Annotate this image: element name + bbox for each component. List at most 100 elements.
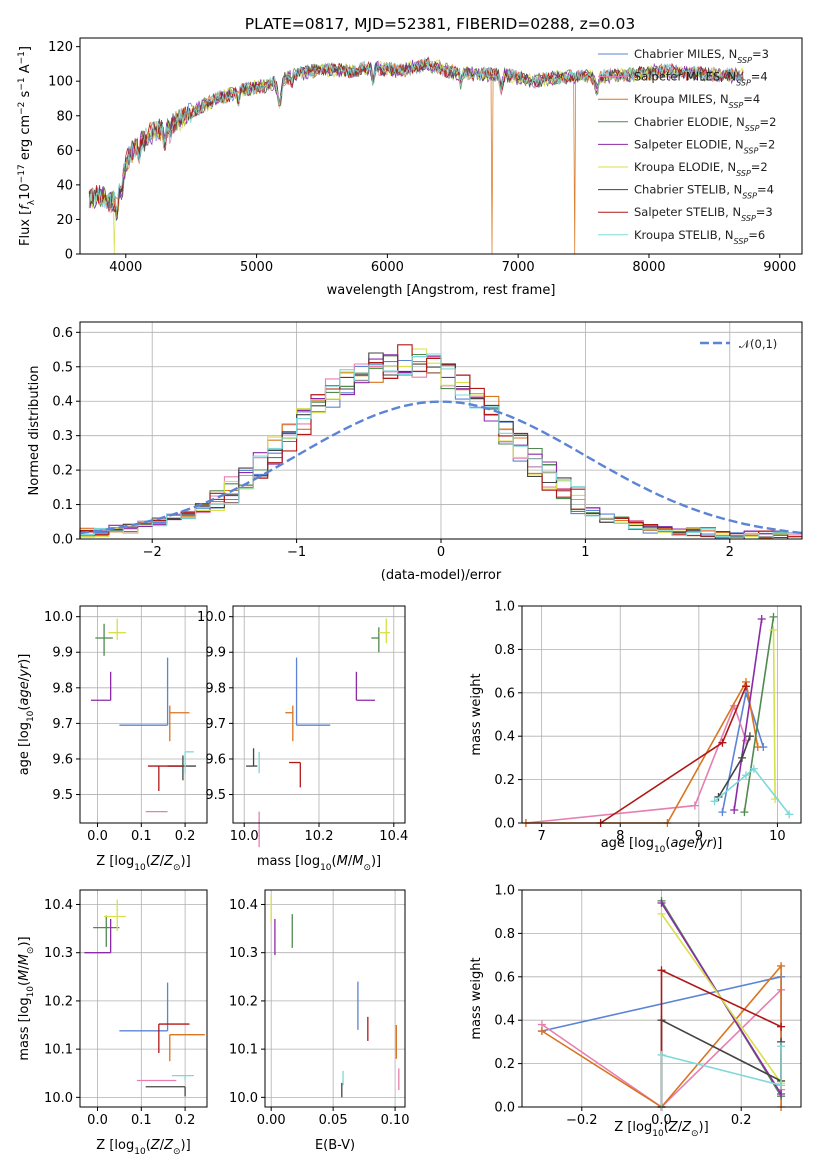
histogram-step [79, 353, 802, 540]
weight-marker [741, 771, 750, 780]
y-tick-label: 0.0 [494, 817, 515, 832]
x-tick-label: −1 [287, 545, 306, 560]
y-tick-label: 0.1 [52, 498, 73, 513]
weight-marker [730, 805, 739, 814]
legend-entry: Kroupa MILES, NSSP=4 [634, 92, 760, 110]
x-tick-label: 10.2 [305, 829, 334, 844]
y-tick-label: 0.0 [494, 1101, 515, 1116]
weight-line [525, 679, 759, 824]
x-tick-label: 10 [769, 829, 786, 844]
y-tick-label: 9.7 [52, 717, 73, 732]
weight-marker [745, 732, 754, 741]
x-tick-label: 5000 [240, 260, 273, 275]
x-axis-label: wavelength [Angstrom, rest frame] [327, 283, 556, 298]
mass-vs-ebv-panel: 0.00 0.05 0.10 10.0 10.1 10.2 10.3 10.4 E(B-V) [229, 889, 410, 1153]
y-tick-label: 40 [56, 178, 73, 193]
errorbars [84, 899, 205, 1097]
y-axis-label: mass [log10(M/M⊙)] [17, 936, 36, 1060]
y-tick-label: 60 [56, 144, 73, 159]
normal-curve [79, 400, 803, 535]
weight-marker [749, 764, 758, 773]
y-tick-label: 9.8 [205, 681, 226, 696]
y-tick-label: 0.4 [52, 395, 73, 410]
y-tick-label: 9.5 [52, 788, 73, 803]
age-vs-mass-panel: 10.0 10.2 10.4 9.5 9.6 9.7 9.8 9.9 10.0 mass [log… [197, 605, 408, 873]
y-tick-label: 10.0 [44, 1091, 73, 1106]
y-tick-label: 10.1 [229, 1043, 258, 1058]
plot-frame [79, 605, 208, 824]
x-tick-label: 0.0 [651, 1113, 672, 1128]
weight-marker [753, 743, 762, 752]
series [537, 896, 786, 1111]
legend-entry: Chabrier ELODIE, NSSP=2 [634, 115, 776, 133]
weight-marker [785, 810, 794, 819]
weight-line [733, 618, 763, 811]
y-tick-label: 0.0 [52, 533, 73, 548]
y-tick-label: 10.0 [229, 1091, 258, 1106]
weight-marker [777, 1081, 786, 1090]
x-tick-label: 7000 [502, 260, 535, 275]
errorbars [270, 894, 400, 1098]
x-tick-label: 0.1 [131, 829, 152, 844]
spectra [88, 56, 744, 254]
x-axis-label: age [log10(age/yr)] [601, 836, 723, 855]
y-tick-label: 0.8 [494, 643, 515, 658]
weight-marker [738, 753, 747, 762]
y-axis-label: Flux [fλ10−17 erg cm−2 s−1 A−1] [17, 46, 37, 246]
plot-frame [79, 37, 803, 255]
y-tick-label: 10.3 [229, 946, 258, 961]
residual-histogram-panel: −2 −1 0 1 2 0.0 0.1 0.2 0.3 0.4 0.5 0.6 𝒩(0,1) (data-… [27, 321, 803, 583]
legend-entry: Salpeter MILES, NSSP=4 [634, 70, 768, 88]
y-tick-label: 0.6 [494, 970, 515, 985]
y-tick-label: 10.4 [229, 898, 258, 913]
x-axis-label: Z [log10(Z/Z⊙)] [614, 1120, 708, 1139]
x-tick-label: 2 [726, 545, 734, 560]
x-tick-label: 0.2 [175, 829, 196, 844]
weight-marker [657, 966, 666, 975]
x-tick-label: 0.05 [319, 1113, 348, 1128]
mass-weight-vs-age-panel: 7 8 9 10 0.0 0.2 0.4 0.6 0.8 1.0 age [log10(age/yr… [469, 600, 802, 855]
y-tick-label: 10.4 [44, 898, 73, 913]
axes: 0.00 0.05 0.10 10.0 10.1 10.2 10.3 10.4 [229, 890, 410, 1128]
plot-frame [232, 605, 406, 824]
axes: 4000 5000 6000 7000 8000 9000 0 20 40 60 80 100 120 [48, 40, 796, 275]
weight-marker [769, 612, 778, 621]
series [521, 612, 794, 827]
x-tick-label: 4000 [109, 260, 142, 275]
weight-marker [718, 738, 727, 747]
legend-entry: Kroupa STELIB, NSSP=6 [634, 228, 765, 246]
x-tick-label: 0.10 [381, 1113, 410, 1128]
y-tick-label: 20 [56, 213, 73, 228]
weight-marker [757, 615, 766, 624]
mass-vs-metallicity-panel: 0.0 0.1 0.2 10.0 10.1 10.2 10.3 10.4 Z [log10(Z/… [17, 889, 208, 1157]
legend-entry: Salpeter ELODIE, NSSP=2 [634, 137, 775, 155]
weight-marker [777, 1042, 786, 1051]
y-axis-label: mass weight [469, 957, 484, 1039]
y-tick-label: 0.4 [494, 1014, 515, 1029]
x-tick-label: 10.0 [230, 829, 259, 844]
y-tick-label: 9.8 [52, 681, 73, 696]
legend: Chabrier MILES, NSSP=3 Salpeter MILES, NS… [598, 47, 776, 245]
y-tick-label: 10.0 [197, 610, 226, 625]
weight-marker [657, 899, 666, 908]
weight-marker [777, 961, 786, 970]
x-tick-label: 0.00 [257, 1113, 286, 1128]
x-axis-label: Z [log10(Z/Z⊙)] [96, 854, 190, 873]
y-tick-label: 9.7 [205, 717, 226, 732]
x-tick-label: −2 [143, 545, 162, 560]
spectrum-line [88, 56, 744, 215]
y-tick-label: 0.5 [52, 360, 73, 375]
y-tick-label: 0.8 [494, 927, 515, 942]
weight-line [713, 767, 790, 815]
x-tick-label: 6000 [371, 260, 404, 275]
y-tick-label: 10.0 [44, 610, 73, 625]
x-tick-label: 9000 [763, 260, 796, 275]
weight-marker [710, 797, 719, 806]
weight-line [541, 963, 782, 1109]
y-tick-label: 10.1 [44, 1043, 73, 1058]
plot-frame [521, 889, 802, 1108]
legend-entry: Chabrier MILES, NSSP=3 [634, 47, 769, 65]
y-tick-label: 120 [48, 40, 73, 55]
x-tick-label: 10.4 [379, 829, 408, 844]
y-tick-label: 9.6 [52, 752, 73, 767]
